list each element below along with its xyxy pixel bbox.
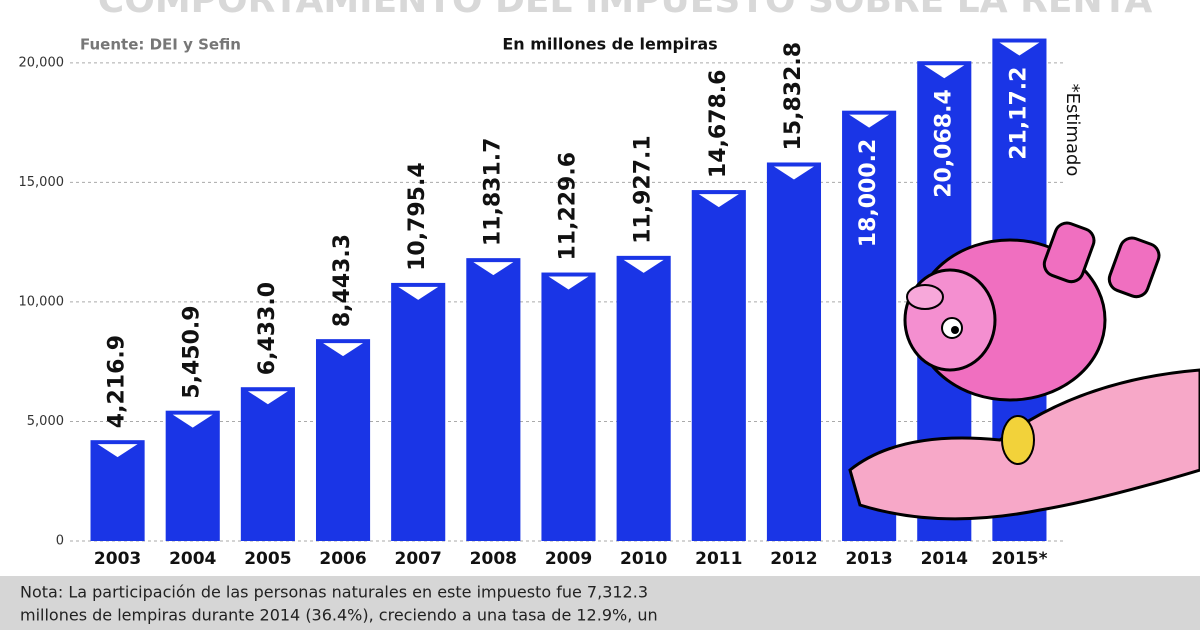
value-label: 10,795.4: [405, 162, 430, 271]
note-line: millones de lempiras durante 2014 (36.4%…: [20, 606, 658, 625]
y-tick-label: 10,000: [19, 294, 65, 309]
y-tick-label: 15,000: [19, 175, 65, 190]
x-tick-label: 2010: [620, 549, 667, 569]
bar: [541, 272, 596, 541]
bar: [315, 339, 371, 541]
x-tick-label: 2006: [319, 549, 366, 569]
value-label: 14,678.6: [706, 70, 731, 179]
x-tick-label: 2004: [169, 549, 216, 569]
value-label: 8,443.3: [330, 234, 355, 327]
y-tick-label: 5,000: [27, 414, 64, 429]
value-label: 6,433.0: [255, 282, 280, 375]
value-label: 21,17.2: [1006, 67, 1031, 160]
bar-chevron: [323, 343, 364, 357]
coin: [1001, 415, 1035, 465]
value-label: 15,832.8: [781, 42, 806, 151]
bar-chevron: [924, 65, 965, 79]
plot: 0 5,000 10,000 15,000 20,000 2003 4,216.9 2004 5…: [19, 38, 1065, 569]
bar: [766, 162, 822, 541]
bar-chevron: [849, 114, 890, 128]
note-band: [0, 576, 1200, 630]
value-label: 18,000.2: [856, 139, 881, 248]
pig-leg: [1042, 221, 1096, 284]
x-tick-label: 2011: [695, 549, 742, 569]
annotation: *Estimado: [1062, 84, 1083, 177]
x-tick-label: 2014: [921, 549, 968, 569]
x-tick-label: 2013: [845, 549, 892, 569]
x-tick-label: 2003: [94, 549, 141, 569]
note-line: Nota: La participación de las personas n…: [20, 583, 648, 602]
subtitle: En millones de lempiras: [502, 35, 717, 54]
value-label: 11,229.6: [556, 152, 581, 261]
bar-chevron: [623, 259, 664, 273]
y-tick-label: 20,000: [19, 55, 65, 70]
bar: [466, 258, 521, 541]
bar: [616, 255, 671, 541]
x-tick-label: 2015*: [991, 549, 1047, 569]
bar-chevron: [172, 414, 213, 428]
x-tick-label: 2012: [770, 549, 817, 569]
bar-chevron: [473, 262, 514, 276]
bar: [240, 387, 295, 541]
value-label: 4,216.9: [105, 335, 130, 428]
value-label: 11,831.7: [480, 138, 505, 247]
bar: [691, 190, 746, 542]
x-tick-label: 2007: [395, 549, 442, 569]
value-label: 5,450.9: [180, 305, 205, 398]
bar: [391, 282, 446, 541]
bar-chevron: [247, 391, 288, 405]
bar-chevron: [698, 194, 739, 208]
y-tick-label: 0: [56, 534, 64, 549]
bar-chevron: [999, 42, 1040, 56]
x-tick-label: 2005: [244, 549, 291, 569]
bar-chevron: [773, 166, 814, 180]
bar: [165, 410, 220, 541]
x-tick-label: 2008: [470, 549, 517, 569]
value-label: 20,068.4: [931, 89, 956, 198]
pig-snout: [906, 284, 944, 310]
bar-chevron: [548, 276, 589, 290]
pig-pupil: [951, 326, 959, 334]
value-label: 11,927.1: [631, 135, 656, 244]
bar-chevron: [97, 444, 138, 458]
bar-chevron: [398, 286, 439, 300]
source: Fuente: DEI y Sefin: [80, 36, 241, 54]
chart-title: COMPORTAMIENTO DEL IMPUESTO SOBRE LA REN…: [98, 0, 1153, 21]
pig-leg: [1107, 236, 1161, 299]
x-tick-label: 2009: [545, 549, 592, 569]
